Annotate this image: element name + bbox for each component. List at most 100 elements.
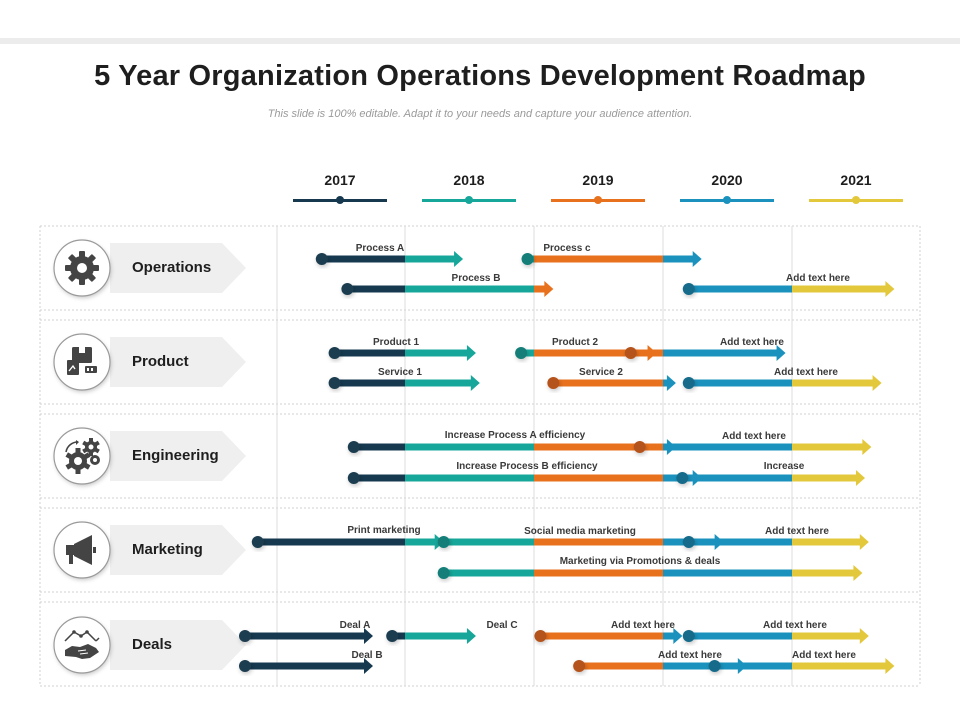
bar-arrowhead: [855, 470, 865, 486]
roadmap-bar-product-1: Product 1: [328, 337, 476, 361]
roadmap-bar-marketing-4: Marketing via Promotions & deals: [437, 556, 863, 581]
bar-segment: [663, 569, 792, 577]
bar-segment: [663, 662, 739, 670]
bar-start-dot: [521, 253, 534, 265]
bar-arrowhead: [364, 628, 373, 644]
bar-segment: [792, 443, 864, 451]
bar-start-dot: [328, 347, 341, 359]
bar-label: Add text here: [611, 620, 675, 631]
grid-lines: [39, 225, 921, 687]
product-box-icon: [67, 347, 97, 375]
roadmap-bar-marketing-2: Social media marketing: [437, 526, 724, 550]
year-2017-dot: [336, 196, 344, 204]
bar-segment: [443, 538, 534, 546]
bar-arrowhead: [466, 345, 476, 361]
bar-segment: [277, 538, 405, 546]
year-2019-dot: [594, 196, 602, 204]
bar-arrowhead: [544, 281, 554, 297]
bar-segment: [579, 662, 663, 670]
bar-segment: [257, 538, 277, 546]
bar-label: Marketing via Promotions & deals: [560, 556, 721, 567]
bar-arrowhead: [862, 439, 872, 455]
row-label-operations: Operations: [132, 259, 212, 276]
bar-segment: [405, 538, 436, 546]
bar-segment: [245, 632, 277, 640]
row-label-marketing: Marketing: [132, 541, 203, 558]
bar-segment: [792, 474, 857, 482]
roadmap-bar-deals-1: Deal A: [239, 620, 373, 644]
bar-segment: [792, 538, 861, 546]
bar-label: Deal C: [486, 620, 517, 631]
top-band: [0, 38, 960, 44]
bar-label: Process c: [543, 243, 591, 254]
roadmap-bar-product-5: Service 2: [547, 367, 676, 391]
roadmap-bar-operations-3: Process B: [341, 273, 554, 297]
gears-icon: [65, 438, 100, 474]
bar-segment: [334, 379, 405, 387]
icon-circle-deals: [53, 616, 111, 674]
bar-segment: [321, 255, 405, 263]
bar-start-dot: [251, 536, 264, 548]
roadmap-bar-engineering-1: Increase Process A efficiency: [347, 430, 676, 455]
bar-arrowhead: [885, 281, 895, 297]
bar-segment: [639, 443, 663, 451]
bar-segment: [663, 443, 792, 451]
bar-segment: [534, 443, 663, 451]
bar-segment: [688, 285, 792, 293]
bar-start-dot: [341, 283, 354, 295]
bar-start-dot: [682, 377, 695, 389]
bar-start-dot: [239, 660, 251, 672]
bar-label: Increase Process B efficiency: [456, 461, 598, 472]
bar-segment: [688, 379, 792, 387]
roadmap-bar-engineering-4: Increase: [676, 461, 865, 486]
bar-start-dot: [386, 630, 399, 642]
roadmap-bar-product-4: Service 1: [328, 367, 480, 391]
bar-segment: [277, 662, 365, 670]
bar-segment: [277, 632, 365, 640]
bar-segment: [334, 349, 405, 357]
bar-segment: [792, 569, 855, 577]
bar-segment: [405, 632, 468, 640]
bar-start-dot: [315, 253, 328, 265]
bar-arrowhead: [364, 658, 373, 674]
gear-icon: [65, 251, 99, 285]
roadmap-bar-engineering-3: Increase Process B efficiency: [347, 461, 702, 486]
bar-segment: [792, 662, 887, 670]
bar-segment: [663, 255, 694, 263]
tab-engineering: [110, 431, 246, 481]
bar-segment: [688, 632, 792, 640]
bar-segment: [682, 474, 792, 482]
bar-start-dot: [682, 283, 695, 295]
bar-label: Process B: [452, 273, 501, 284]
bar-arrowhead: [470, 375, 480, 391]
bar-start-dot: [633, 441, 646, 453]
bar-segment: [540, 632, 663, 640]
bar-start-dot: [682, 536, 695, 548]
bar-segment: [663, 379, 668, 387]
bar-start-dot: [347, 472, 360, 484]
bar-segment: [534, 538, 663, 546]
bar-arrowhead: [872, 375, 882, 391]
bar-arrowhead: [673, 628, 683, 644]
roadmap-bar-product-3: Add text here: [624, 337, 786, 361]
bar-label: Service 2: [579, 367, 623, 378]
bar-segment: [405, 255, 456, 263]
bar-arrowhead: [666, 375, 676, 391]
bar-segment: [714, 662, 792, 670]
bar-segment: [443, 569, 534, 577]
bar-label: Product 2: [552, 337, 599, 348]
bar-start-dot: [437, 536, 450, 548]
bar-label: Deal B: [351, 650, 382, 661]
tab-deals: [110, 620, 246, 670]
roadmap-bar-deals-5: Deal B: [239, 650, 383, 674]
bar-segment: [405, 285, 534, 293]
bar-arrowhead: [859, 534, 869, 550]
bar-start-dot: [682, 630, 695, 642]
bar-segment: [405, 474, 534, 482]
bar-label: Increase: [764, 461, 805, 472]
bar-label: Add text here: [722, 431, 786, 442]
bar-label: Add text here: [774, 367, 838, 378]
bar-segment: [792, 285, 887, 293]
bar-segment: [534, 349, 649, 357]
bar-segment: [630, 349, 663, 357]
